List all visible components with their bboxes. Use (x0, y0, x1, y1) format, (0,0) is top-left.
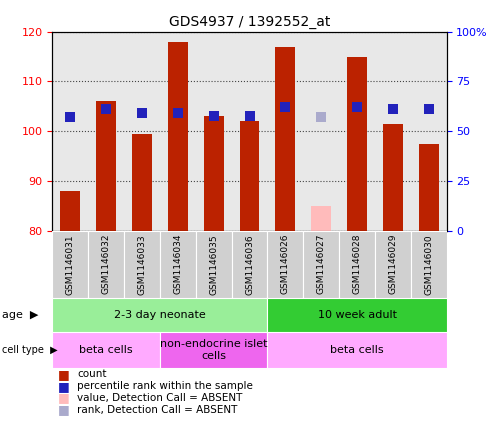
Text: GSM1146026: GSM1146026 (281, 234, 290, 294)
Text: ■: ■ (57, 380, 69, 393)
Bar (160, 231, 196, 298)
Point (138, 110, 146, 117)
Text: 10 week adult: 10 week adult (317, 310, 397, 320)
Bar (347, 57, 367, 231)
Bar (52, 298, 267, 332)
Text: GSM1146036: GSM1146036 (245, 234, 254, 294)
Text: age  ▶: age ▶ (2, 310, 39, 320)
Bar (160, 332, 267, 368)
Bar (339, 231, 375, 298)
Bar (267, 332, 447, 368)
Bar (168, 41, 188, 231)
Point (281, 104, 289, 111)
Point (317, 114, 325, 121)
Bar (60, 191, 80, 231)
Text: GSM1146029: GSM1146029 (388, 234, 397, 294)
Text: percentile rank within the sample: percentile rank within the sample (77, 381, 253, 391)
Text: GSM1146035: GSM1146035 (209, 234, 218, 294)
Point (246, 113, 253, 120)
Bar (311, 206, 331, 231)
Text: GSM1146030: GSM1146030 (424, 234, 433, 294)
Text: 2-3 day neonate: 2-3 day neonate (114, 310, 206, 320)
Bar (52, 231, 88, 298)
Bar (52, 332, 160, 368)
Bar (383, 124, 403, 231)
Bar (240, 121, 259, 231)
Bar (267, 231, 303, 298)
Text: GSM1146032: GSM1146032 (102, 234, 111, 294)
Text: rank, Detection Call = ABSENT: rank, Detection Call = ABSENT (77, 405, 238, 415)
Bar (196, 231, 232, 298)
Text: GDS4937 / 1392552_at: GDS4937 / 1392552_at (169, 15, 330, 29)
Bar (204, 116, 224, 231)
Text: cell type  ▶: cell type ▶ (2, 345, 58, 355)
Point (353, 104, 361, 111)
Text: ■: ■ (57, 368, 69, 381)
Bar (411, 231, 447, 298)
Bar (96, 101, 116, 231)
Bar (375, 231, 411, 298)
Bar (232, 231, 267, 298)
Text: beta cells: beta cells (330, 345, 384, 355)
Text: non-endocrine islet
cells: non-endocrine islet cells (160, 339, 267, 361)
Point (174, 110, 182, 117)
Text: GSM1146028: GSM1146028 (352, 234, 361, 294)
Point (66, 114, 74, 121)
Point (210, 113, 218, 120)
Bar (88, 231, 124, 298)
Text: count: count (77, 369, 107, 379)
Bar (275, 47, 295, 231)
Text: GSM1146027: GSM1146027 (317, 234, 326, 294)
Text: GSM1146034: GSM1146034 (173, 234, 182, 294)
Text: GSM1146033: GSM1146033 (138, 234, 147, 294)
Point (102, 106, 110, 113)
Bar (132, 134, 152, 231)
Bar (124, 231, 160, 298)
Text: value, Detection Call = ABSENT: value, Detection Call = ABSENT (77, 393, 243, 403)
Point (425, 106, 433, 113)
Text: ■: ■ (57, 404, 69, 416)
Bar (303, 231, 339, 298)
Text: GSM1146031: GSM1146031 (66, 234, 75, 294)
Text: ■: ■ (57, 392, 69, 404)
Bar (267, 298, 447, 332)
Point (389, 106, 397, 113)
Bar (419, 143, 439, 231)
Text: beta cells: beta cells (79, 345, 133, 355)
